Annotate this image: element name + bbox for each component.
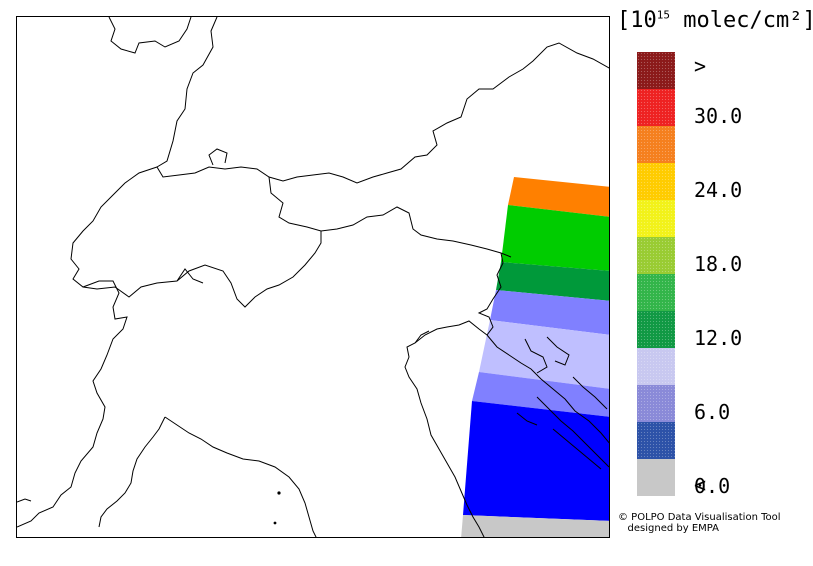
legend-swatch — [637, 200, 675, 237]
legend-tick-label: 0.0 — [694, 474, 731, 498]
island-marker — [273, 521, 277, 525]
legend-swatch — [637, 348, 675, 385]
swath-band — [461, 515, 609, 537]
legend-swatch — [637, 163, 675, 200]
map-panel[interactable] — [16, 16, 610, 538]
legend-swatch — [637, 126, 675, 163]
legend-tick-label: 6.0 — [694, 400, 731, 424]
legend-swatch — [637, 52, 675, 89]
legend-tick-label: > — [694, 54, 707, 78]
legend-tick-label: 18.0 — [694, 252, 743, 276]
legend-tick-label: < — [694, 473, 707, 497]
swath-band — [490, 290, 609, 335]
legend-tick-label: 12.0 — [694, 326, 743, 350]
legend-title-suffix: molec/cm²] — [670, 8, 813, 33]
swath-band — [463, 401, 609, 521]
swath-band — [508, 177, 609, 217]
satellite-swath — [461, 177, 609, 537]
swath-band — [501, 205, 609, 271]
legend-swatch — [637, 311, 675, 348]
legend-swatch — [637, 274, 675, 311]
map-canvas — [17, 17, 609, 537]
swath-band — [479, 320, 609, 389]
legend-title: [1015 molec/cm²] — [617, 8, 813, 33]
swath-band — [472, 372, 609, 417]
legend-swatch — [637, 237, 675, 274]
legend-swatch — [637, 459, 675, 496]
legend-swatch — [637, 422, 675, 459]
legend-swatch — [637, 89, 675, 126]
legend-tick-label: 24.0 — [694, 178, 743, 202]
credit-line-1: © POLPO Data Visualisation Tool — [618, 512, 781, 523]
legend-swatch — [637, 385, 675, 422]
island-marker — [277, 491, 281, 495]
legend-tick-label: 30.0 — [694, 104, 743, 128]
legend-title-exponent: 15 — [656, 8, 670, 22]
credit-text: © POLPO Data Visualisation Tool designed… — [618, 512, 781, 534]
country-borders — [17, 17, 609, 537]
swath-band — [496, 262, 609, 301]
legend-colorbar — [637, 52, 675, 496]
credit-line-2: designed by EMPA — [618, 523, 720, 534]
legend-title-prefix: [10 — [617, 8, 657, 33]
